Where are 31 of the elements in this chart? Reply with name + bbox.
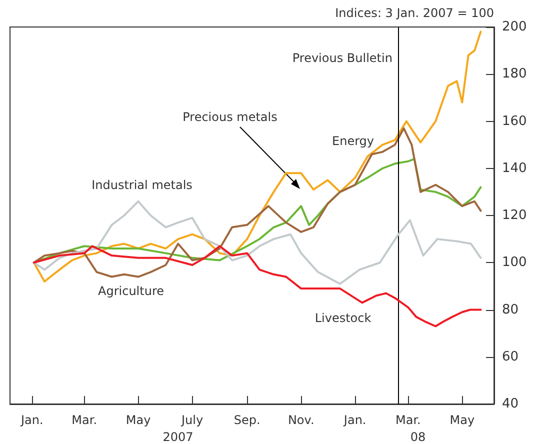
text: Precious metals bbox=[182, 110, 278, 124]
y-tick-label: 120 bbox=[502, 208, 527, 223]
y-tick-label: 160 bbox=[502, 114, 527, 129]
y-tick-label: 140 bbox=[502, 160, 527, 176]
line-series bbox=[32, 30, 482, 282]
series-label: Agriculture bbox=[98, 284, 164, 298]
text: 2007 bbox=[162, 430, 194, 444]
y-axis-title: Indices: 3 Jan. 2007 = 100 bbox=[335, 6, 494, 20]
series-label: Industrial metals bbox=[92, 178, 192, 192]
text: 08 bbox=[410, 430, 426, 444]
y-tick-label: 40 bbox=[502, 396, 519, 412]
x-tick-label: Sep. bbox=[234, 413, 260, 427]
y-tick-label: 60 bbox=[502, 349, 519, 364]
x-tick-label: July bbox=[180, 413, 204, 427]
x-tick-label: Jan. bbox=[20, 413, 44, 427]
line-series bbox=[32, 127, 482, 278]
series-label: Energy bbox=[332, 134, 374, 148]
x-tick-label: Mar. bbox=[395, 413, 421, 427]
y-tick-label: 180 bbox=[502, 66, 527, 82]
line-series bbox=[32, 245, 482, 328]
y-tick-label: 200 bbox=[502, 20, 527, 34]
y-tick-label: 80 bbox=[502, 302, 519, 318]
x-tick-label: May bbox=[126, 413, 151, 427]
series-label: Livestock bbox=[314, 311, 372, 325]
line-series bbox=[32, 200, 482, 285]
ref-line-label: Previous Bulletin bbox=[292, 51, 392, 65]
x-tick-label: May bbox=[450, 413, 475, 427]
x-tick-label: Nov. bbox=[288, 413, 314, 427]
y-tick-label: 100 bbox=[502, 255, 527, 270]
x-tick-label: Mar. bbox=[72, 413, 98, 427]
x-tick-label: Jan. bbox=[342, 413, 366, 427]
